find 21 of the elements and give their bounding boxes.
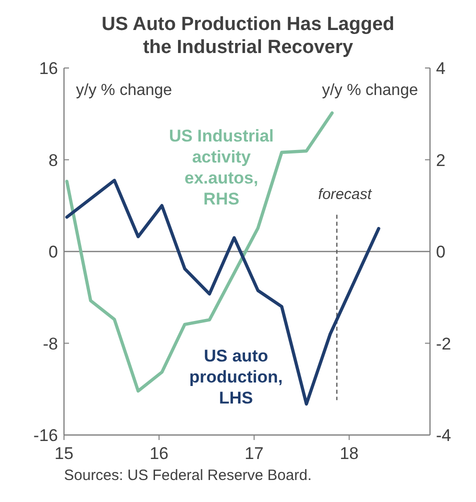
x-tick-label: 15 [54,444,74,463]
series-label: US auto production, LHS [189,346,283,408]
source-note: Sources: US Federal Reserve Board. [64,467,312,484]
y-axis-title: y/y % change [76,82,172,99]
y2-tick-label: 4 [436,59,446,78]
x-tick-label: 18 [340,444,359,463]
y2-tick-label: 0 [436,242,446,262]
y-tick-label: 0 [48,242,58,262]
y-tick-label: -16 [33,426,58,445]
series-label: US Industrial activity ex.autos, RHS [168,126,274,208]
y2-tick-label: -2 [436,334,452,354]
ref-line-label: forecast [318,186,372,203]
y2-tick-label: -4 [436,426,452,445]
y2-axis-title: y/y % change [322,82,418,99]
y-tick-label: -8 [42,334,58,354]
y-tick-label: 16 [39,59,58,78]
y2-tick-label: 2 [436,150,446,170]
y-tick-label: 8 [48,150,58,170]
x-tick-label: 17 [244,444,264,463]
chart-title: US Auto Production Has Lagged the Industrial Recovery [102,14,394,58]
x-tick-label: 16 [150,444,169,463]
